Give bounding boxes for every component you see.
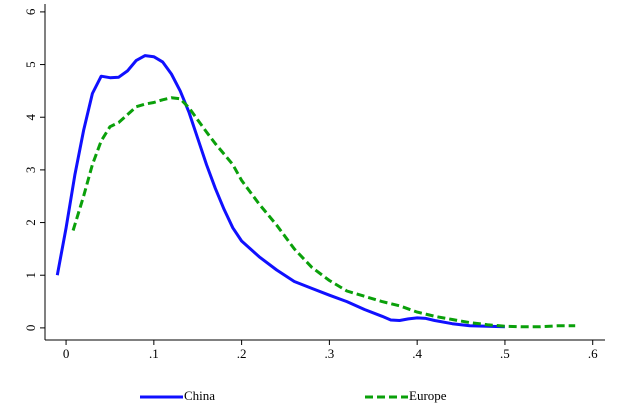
x-tick-label: 0 (63, 346, 70, 361)
y-tick-label: 3 (23, 167, 38, 174)
y-tick-label: 6 (23, 8, 38, 15)
x-tick-label: .6 (588, 346, 598, 361)
y-tick-label: 5 (23, 61, 38, 68)
series-line (55, 54, 505, 329)
x-tick-label: .5 (500, 346, 510, 361)
x-tick-label: .3 (325, 346, 335, 361)
y-tick-label: 2 (23, 219, 38, 226)
x-tick-label: .1 (149, 346, 159, 361)
x-tick-label: .4 (412, 346, 422, 361)
y-tick-label: 1 (23, 272, 38, 279)
x-tick-label: .2 (237, 346, 247, 361)
series-line (71, 96, 576, 329)
y-tick-label: 4 (23, 113, 38, 120)
legend-label: China (184, 388, 215, 403)
y-tick-label: 0 (23, 325, 38, 332)
legend-label: Europe (409, 388, 447, 403)
